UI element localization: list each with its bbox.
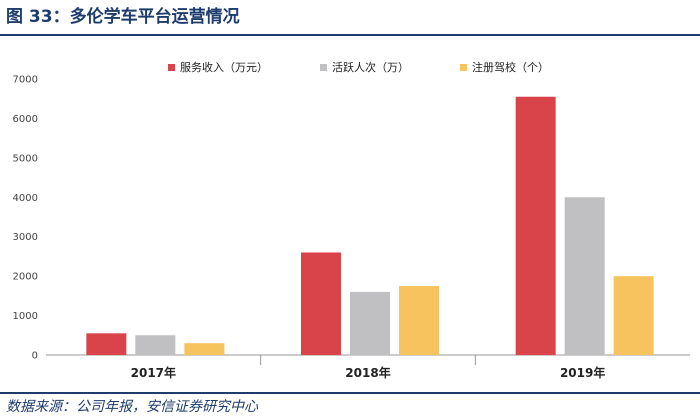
x-category-label: 2017年 [131, 365, 176, 380]
figure-title: 图 33：多伦学车平台运营情况 [6, 7, 240, 27]
x-category-label: 2019年 [560, 365, 605, 380]
bar-1-3 [515, 96, 556, 355]
bar-1-1 [86, 333, 127, 355]
y-tick-label: 3000 [13, 232, 38, 243]
bar-3-3 [613, 276, 654, 355]
legend-label: 服务收入（万元） [180, 60, 268, 74]
y-tick-label: 7000 [13, 75, 38, 86]
bar-3-2 [399, 286, 439, 355]
y-tick-label: 5000 [13, 153, 38, 164]
bar-2-2 [350, 291, 390, 355]
y-tick-label: 4000 [13, 193, 38, 204]
bar-2-3 [564, 197, 605, 355]
y-tick-label: 0 [32, 351, 38, 362]
bar-chart: 0 1000 2000 3000 4000 5000 6000 7000 2017年 2018年 2… [13, 60, 690, 380]
legend-label: 活跃人次（万） [332, 60, 409, 74]
bar-2-1 [135, 335, 176, 355]
y-tick-label: 1000 [13, 311, 38, 322]
y-tick-label: 6000 [13, 114, 38, 125]
bar-3-1 [184, 343, 225, 355]
data-source: 数据来源：公司年报，安信证券研究中心 [6, 399, 258, 415]
legend-swatch [320, 64, 327, 71]
x-category-label: 2018年 [345, 365, 390, 380]
y-tick-label: 2000 [13, 272, 38, 283]
bottom-divider [0, 392, 700, 394]
bar-1-2 [301, 252, 341, 355]
legend-label: 注册驾校（个） [472, 60, 549, 74]
top-divider [0, 34, 700, 36]
legend-swatch [168, 64, 175, 71]
legend-swatch [460, 64, 467, 71]
